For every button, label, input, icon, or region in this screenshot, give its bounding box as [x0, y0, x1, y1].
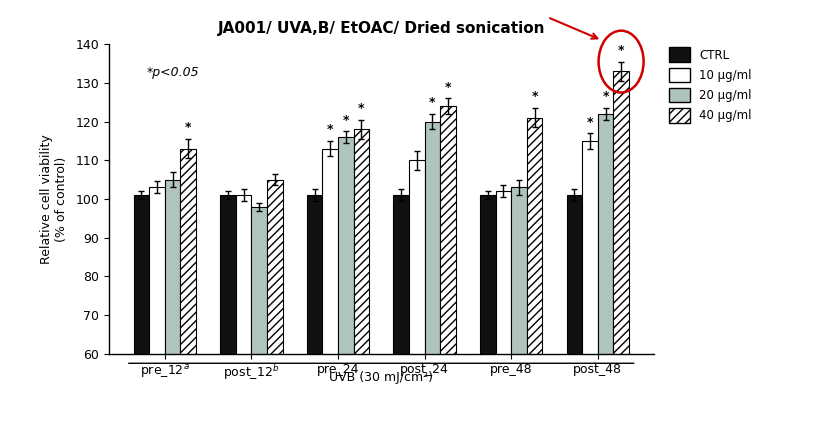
Text: *: *	[327, 123, 334, 136]
Bar	[613, 71, 628, 442]
Bar	[393, 195, 409, 442]
Bar	[134, 195, 149, 442]
Text: *: *	[358, 102, 365, 115]
Bar	[582, 141, 597, 442]
Text: *: *	[429, 96, 436, 109]
Y-axis label: Relative cell viability
(% of control): Relative cell viability (% of control)	[40, 134, 69, 264]
Bar	[425, 122, 440, 442]
Title: JA001/ UVA,B/ EtOAC/ Dried sonication: JA001/ UVA,B/ EtOAC/ Dried sonication	[218, 21, 545, 36]
Bar	[180, 149, 196, 442]
Legend: CTRL, 10 μg/ml, 20 μg/ml, 40 μg/ml: CTRL, 10 μg/ml, 20 μg/ml, 40 μg/ml	[665, 44, 755, 126]
Bar	[566, 195, 582, 442]
Bar	[495, 191, 511, 442]
Bar	[338, 137, 354, 442]
Bar	[527, 118, 542, 442]
Bar	[354, 129, 370, 442]
Bar	[251, 206, 267, 442]
Bar	[323, 149, 338, 442]
Bar	[307, 195, 323, 442]
Bar	[440, 106, 456, 442]
Bar	[267, 179, 282, 442]
Bar	[235, 195, 251, 442]
Text: *: *	[185, 121, 192, 134]
Bar	[409, 160, 425, 442]
Text: *p<0.05: *p<0.05	[147, 66, 199, 79]
Text: *: *	[587, 115, 593, 129]
Text: *: *	[343, 114, 349, 126]
Text: *: *	[531, 90, 538, 103]
Bar	[165, 179, 180, 442]
Text: *: *	[445, 81, 451, 94]
Bar	[149, 187, 165, 442]
Bar	[220, 195, 235, 442]
Text: UVB (30 mJ/cm²): UVB (30 mJ/cm²)	[329, 371, 433, 384]
Bar	[480, 195, 495, 442]
Bar	[511, 187, 527, 442]
Bar	[597, 114, 613, 442]
Text: *: *	[618, 44, 624, 57]
Text: *: *	[603, 90, 608, 103]
